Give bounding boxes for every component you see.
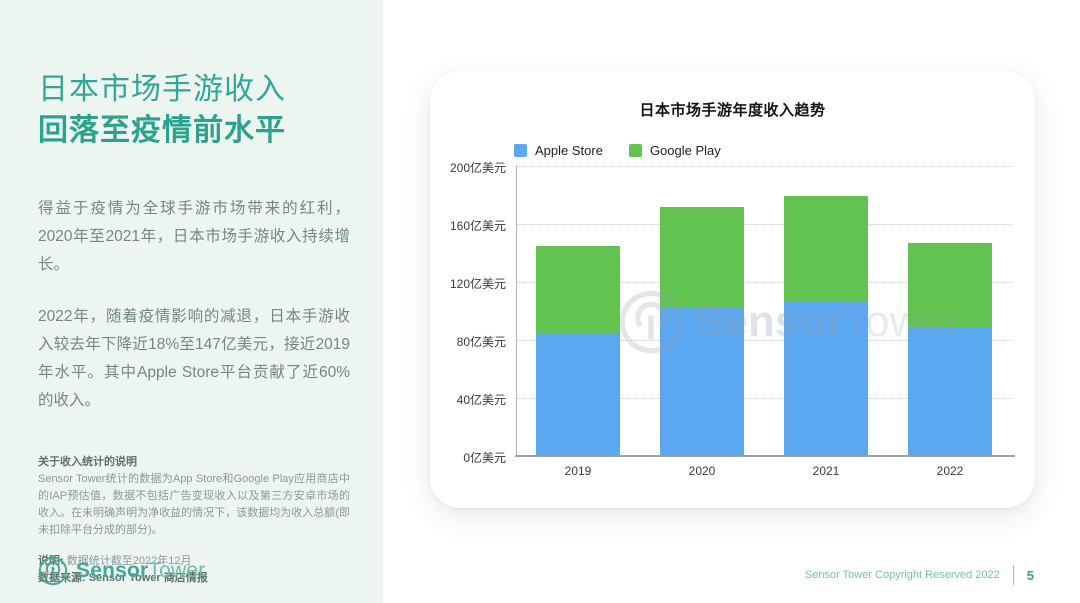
footnote-block: 关于收入统计的说明 Sensor Tower统计的数据为App Store和Go… — [38, 454, 350, 587]
legend-swatch-apple-store — [514, 144, 527, 157]
footnote-date-value: 数据统计截至2022年12月 — [66, 555, 192, 567]
x-tick-label-2022: 2022 — [936, 464, 964, 478]
legend-item-google-play: Google Play — [628, 143, 721, 158]
bar-2020-google-play — [660, 206, 744, 309]
y-tick-label-80: 80亿美元 — [456, 335, 506, 349]
gridline-200 — [516, 166, 1012, 167]
chart-title: 日本市场手游年度收入趋势 — [639, 102, 826, 119]
bar-2022-apple-store — [908, 328, 992, 456]
sensor-tower-logo-text: SensorTower — [76, 559, 206, 582]
sensor-tower-logo-icon — [38, 556, 68, 586]
body-paragraph-2: 2022年，随着疫情影响的减退，日本手游收入较去年下降近18%至147亿美元，接… — [38, 308, 350, 409]
bar-2022-google-play — [908, 242, 992, 329]
legend-label-google-play: Google Play — [649, 143, 721, 158]
x-tick-label-2019: 2019 — [564, 464, 592, 478]
y-tick-label-120: 120亿美元 — [449, 277, 506, 291]
legend-swatch-google-play — [628, 144, 642, 157]
gridline-120 — [516, 282, 1012, 283]
footer-divider — [1012, 565, 1014, 585]
gridline-80 — [516, 340, 1012, 341]
page-title-line2: 回落至疫情前水平 — [38, 114, 286, 147]
y-tick-label-0: 0亿美元 — [463, 451, 506, 465]
chart-card: 日本市场手游年度收入趋势 Apple Store Google Play 0亿美元… — [430, 71, 1035, 508]
main-content: 日本市场手游年度收入趋势 Apple Store Google Play 0亿美元… — [383, 0, 1080, 603]
x-axis-line — [515, 455, 1015, 457]
page-number: 5 — [1026, 567, 1034, 583]
bar-2021-google-play — [784, 196, 868, 303]
y-axis-line — [516, 166, 517, 456]
gridline-40 — [516, 398, 1012, 399]
body-paragraph-1: 得益于疫情为全球手游市场带来的红利，2020年至2021年，日本市场手游收入持续… — [38, 200, 350, 273]
sensor-tower-logo: SensorTower — [38, 556, 205, 586]
x-tick-label-2021: 2021 — [812, 464, 840, 478]
y-tick-label-40: 40亿美元 — [456, 393, 506, 407]
footnote-body: Sensor Tower统计的数据为App Store和Google Play应… — [38, 473, 350, 536]
page-title: 日本市场手游收入 回落至疫情前水平 — [38, 70, 345, 152]
legend-label-apple-store: Apple Store — [535, 143, 603, 158]
bar-2021-apple-store — [784, 302, 868, 456]
x-tick-label-2020: 2020 — [688, 464, 716, 478]
bar-2019-google-play — [536, 245, 620, 335]
page-title-line1: 日本市场手游收入 — [38, 73, 286, 106]
gridline-160 — [516, 224, 1012, 225]
y-tick-label-200: 200亿美元 — [449, 161, 506, 175]
bar-2019-apple-store — [536, 334, 620, 456]
copyright-text: Sensor Tower Copyright Reserved 2022 — [804, 569, 1000, 581]
legend-item-apple-store: Apple Store — [514, 143, 603, 158]
footnote-title: 关于收入统计的说明 — [38, 456, 137, 468]
chart-plot-area: 0亿美元 40亿美元 80亿美元 120亿美元 160亿美元 200亿美元 2019 2020… — [450, 161, 1015, 478]
page-footer: Sensor Tower Copyright Reserved 2022 5 — [805, 565, 1034, 585]
y-tick-label-160: 160亿美元 — [449, 219, 506, 233]
chart-legend: Apple Store Google Play — [514, 143, 721, 158]
footnote-source: 数据来源: Sensor Tower 商店情报 — [38, 572, 208, 584]
sidebar: 日本市场手游收入 回落至疫情前水平 得益于疫情为全球手游市场带来的红利，2020… — [0, 0, 383, 603]
bar-2020-apple-store — [660, 308, 744, 456]
